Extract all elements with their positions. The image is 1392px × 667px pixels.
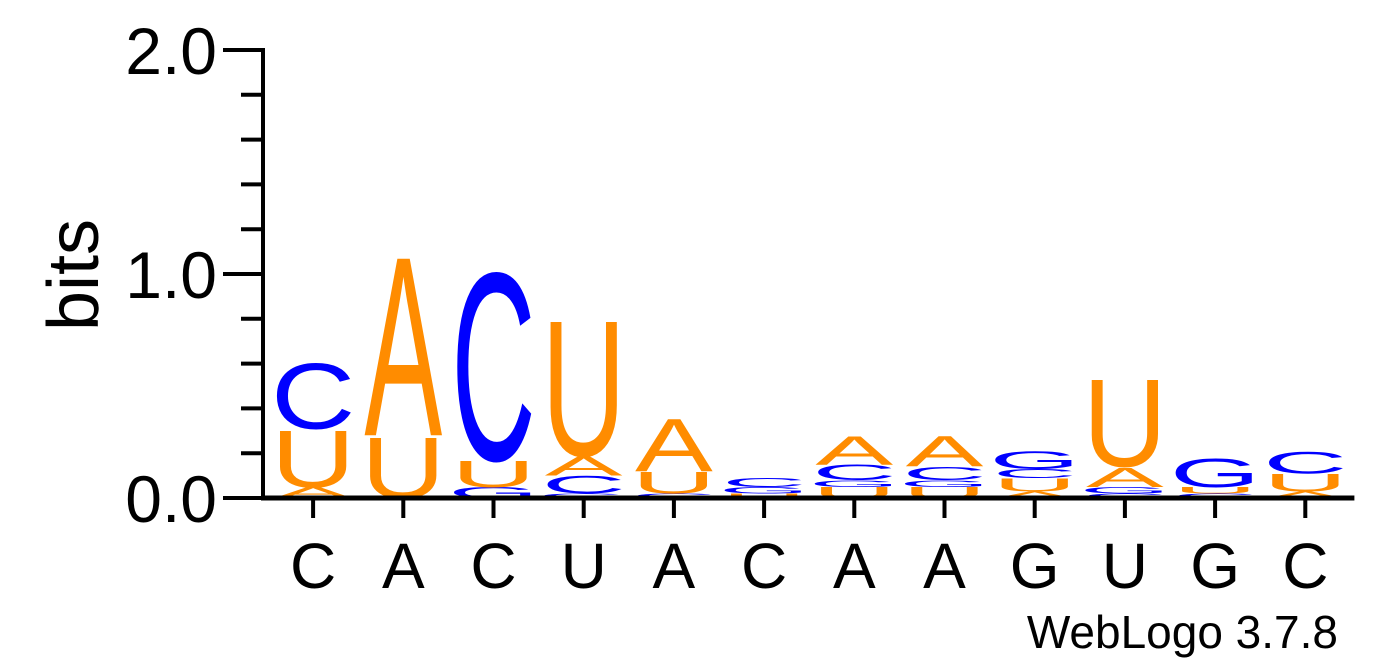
y-axis-label: bits [34, 219, 114, 331]
logo-letter-U: U [451, 453, 535, 495]
logo-letter-U: U [271, 414, 355, 505]
y-tick-label: 2.0 [125, 14, 217, 88]
logo-letter-C: C [1263, 446, 1347, 481]
logo-letter-A: A [1086, 461, 1164, 493]
x-tick-label: C [290, 530, 336, 602]
logo-letter-C: C [271, 344, 355, 449]
logo-letter-A: A [996, 489, 1075, 500]
y-tick-label: 1.0 [125, 238, 217, 312]
logo-letter-U: U [1263, 469, 1347, 497]
logo-letter-C: C [542, 471, 626, 499]
x-tick-label: A [653, 530, 696, 602]
logo-column: AUC [1263, 446, 1347, 501]
logo-column: CGAU [1080, 353, 1171, 500]
logo-letter-G: G [989, 446, 1080, 474]
x-tick-label: C [1282, 530, 1328, 602]
logo-letter-C: C [993, 467, 1077, 481]
x-tick-label: C [741, 530, 787, 602]
y-axis: 0.0 1.0 2.0 [125, 14, 1355, 536]
logo-letter-C: C [451, 216, 535, 517]
logo-column: UA [361, 205, 445, 517]
logo-letter-C: C [902, 463, 986, 484]
logo-letter-G: G [809, 478, 900, 489]
logo-letter-U: U [542, 280, 626, 497]
logo-letter-A: A [815, 428, 894, 474]
logo-letter-A: A [635, 403, 713, 487]
logo-column: AUC [271, 344, 355, 504]
logo-column: CUG [1170, 450, 1261, 499]
logo-stacks: AUCUAGUCGCAUCUAUGCUGCAUGCAAUCGCGAUCUGAUC [271, 205, 1347, 517]
logo-letter-U: U [1083, 353, 1167, 494]
x-tick-label: C [470, 530, 516, 602]
logo-letter-C: C [812, 460, 896, 485]
logo-letter-A: A [364, 205, 442, 491]
logo-letter-G: G [1170, 450, 1261, 496]
logo-letter-A: A [1266, 489, 1345, 500]
logo-letter-C: C [722, 475, 806, 489]
logo-letter-G: G [1080, 485, 1171, 496]
x-tick-label: U [1102, 530, 1148, 602]
logo-letter-U: U [993, 474, 1077, 495]
logo-column: GUC [448, 216, 539, 517]
y-tick-label: 0.0 [125, 462, 217, 536]
x-tick-label: A [923, 530, 966, 602]
logo-letter-G: G [719, 485, 810, 496]
x-tick-label: A [382, 530, 425, 602]
x-tick-label: U [561, 530, 607, 602]
weblogo-credit: WebLogo 3.7.8 [1027, 606, 1338, 658]
logo-letter-U: U [632, 466, 716, 501]
logo-letter-U: U [1173, 485, 1257, 496]
x-tick-label: G [1010, 530, 1060, 602]
logo-letter-A: A [906, 427, 984, 476]
logo-letter-G: G [899, 478, 990, 489]
x-tick-label: A [833, 530, 876, 602]
logo-letter-A: A [545, 450, 623, 482]
x-tick-label: G [1190, 530, 1240, 602]
logo-column: CUA [632, 403, 716, 500]
